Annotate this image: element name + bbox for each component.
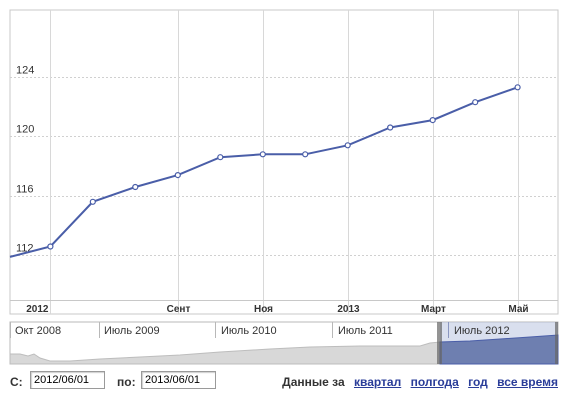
to-date-input[interactable] xyxy=(141,371,216,389)
from-label: С: xyxy=(10,375,23,389)
navigator-right-handle[interactable] xyxy=(555,322,558,364)
y-tick-label: 116 xyxy=(16,184,34,196)
data-point[interactable] xyxy=(387,124,394,131)
data-point[interactable] xyxy=(472,99,479,106)
data-point[interactable] xyxy=(174,172,181,179)
to-label: по: xyxy=(117,375,136,389)
navigator-label-3: Июль 2010 xyxy=(221,325,277,337)
from-date-input[interactable] xyxy=(30,371,105,389)
range-all-time-link[interactable]: все время xyxy=(497,375,558,389)
data-point[interactable] xyxy=(429,116,436,124)
navigator-label-2: Июль 2009 xyxy=(104,325,160,337)
data-point[interactable] xyxy=(132,183,139,191)
x-tick-label: Сент xyxy=(167,304,191,315)
x-tick-label: Ноя xyxy=(254,304,273,315)
data-point[interactable] xyxy=(344,142,351,149)
navigator-history-area xyxy=(9,341,441,365)
date-controls: С: по: Данные за квартал полгода год все… xyxy=(0,370,568,394)
navigator-left-handle[interactable] xyxy=(437,322,442,364)
navigator-label-4: Июль 2011 xyxy=(338,325,393,337)
data-range-label: Данные за xyxy=(282,375,345,389)
x-tick-label: 2013 xyxy=(337,304,360,315)
plot-background xyxy=(9,9,559,315)
range-year-link[interactable]: год xyxy=(468,375,488,389)
navigator[interactable]: Окт 2008 Июль 2009 Июль 2010 Июль 2011 И… xyxy=(0,318,568,366)
range-half-year-link[interactable]: полгода xyxy=(410,375,459,389)
data-point[interactable] xyxy=(89,198,96,205)
data-point[interactable] xyxy=(47,243,54,250)
x-tick-label: Май xyxy=(508,304,528,315)
x-tick-label: Март xyxy=(421,304,446,315)
range-selector: Данные за квартал полгода год все время xyxy=(282,375,558,389)
navigator-label-1: Окт 2008 xyxy=(15,325,61,337)
data-point[interactable] xyxy=(514,84,521,91)
range-quarter-link[interactable]: квартал xyxy=(353,375,402,389)
data-point[interactable] xyxy=(217,154,224,161)
x-tick-label: 2012 xyxy=(26,304,49,315)
data-point[interactable] xyxy=(259,151,266,158)
y-tick-label: 120 xyxy=(16,124,34,136)
data-point[interactable] xyxy=(302,151,309,158)
navigator-label-5: Июль 2012 xyxy=(454,325,510,337)
y-tick-label: 124 xyxy=(16,65,34,77)
